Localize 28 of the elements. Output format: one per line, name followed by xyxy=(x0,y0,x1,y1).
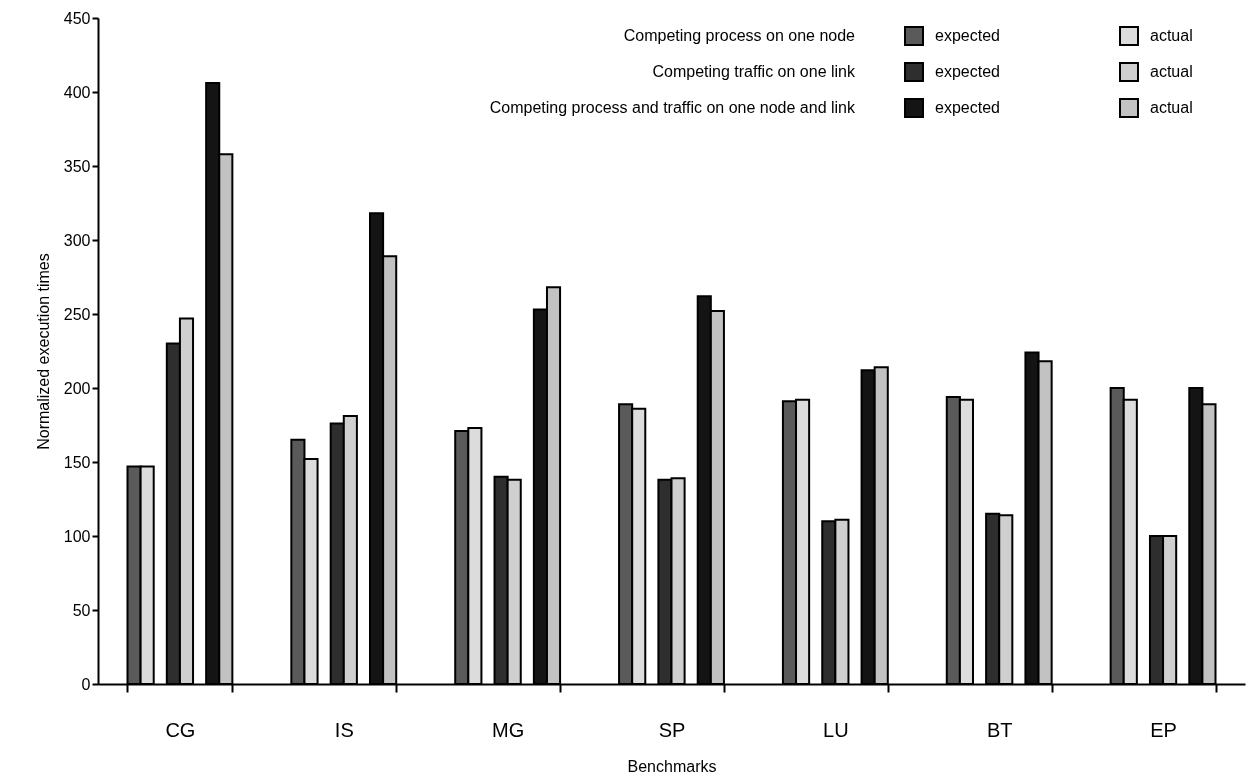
y-tick-label: 450 xyxy=(63,9,91,27)
legend-label: actual xyxy=(1150,99,1193,116)
y-tick-label: 100 xyxy=(63,527,91,545)
y-tick-label: 200 xyxy=(63,379,91,397)
y-tick-label: 250 xyxy=(63,305,91,323)
y-axis-title: Normalized execution times xyxy=(34,253,52,450)
annotation: Competing process and traffic on one node and link xyxy=(489,99,856,116)
x-tick-label: IS xyxy=(334,718,354,741)
legend-label: actual xyxy=(1150,63,1193,80)
y-tick-label: 400 xyxy=(63,83,91,101)
y-tick-label: 300 xyxy=(63,231,91,249)
x-tick-label: LU xyxy=(823,718,849,741)
x-tick-label: EP xyxy=(1150,718,1177,741)
x-tick-label: SP xyxy=(658,718,686,741)
legend-label: expected xyxy=(935,63,1000,80)
x-tick-label: CG xyxy=(165,718,196,741)
y-tick-label: 0 xyxy=(81,675,91,693)
x-tick-label: MG xyxy=(492,718,525,741)
x-tick-label: BT xyxy=(986,718,1013,741)
x-axis-title: Benchmarks xyxy=(627,757,717,775)
y-tick-label: 50 xyxy=(72,601,91,619)
y-tick-label: 350 xyxy=(63,157,91,175)
legend-label: expected xyxy=(935,99,1000,116)
legend-label: expected xyxy=(935,27,1000,44)
annotation: Competing process on one node xyxy=(623,27,856,44)
legend-label: actual xyxy=(1150,27,1193,44)
annotation: Competing traffic on one link xyxy=(652,63,856,80)
y-tick-label: 150 xyxy=(63,453,91,471)
